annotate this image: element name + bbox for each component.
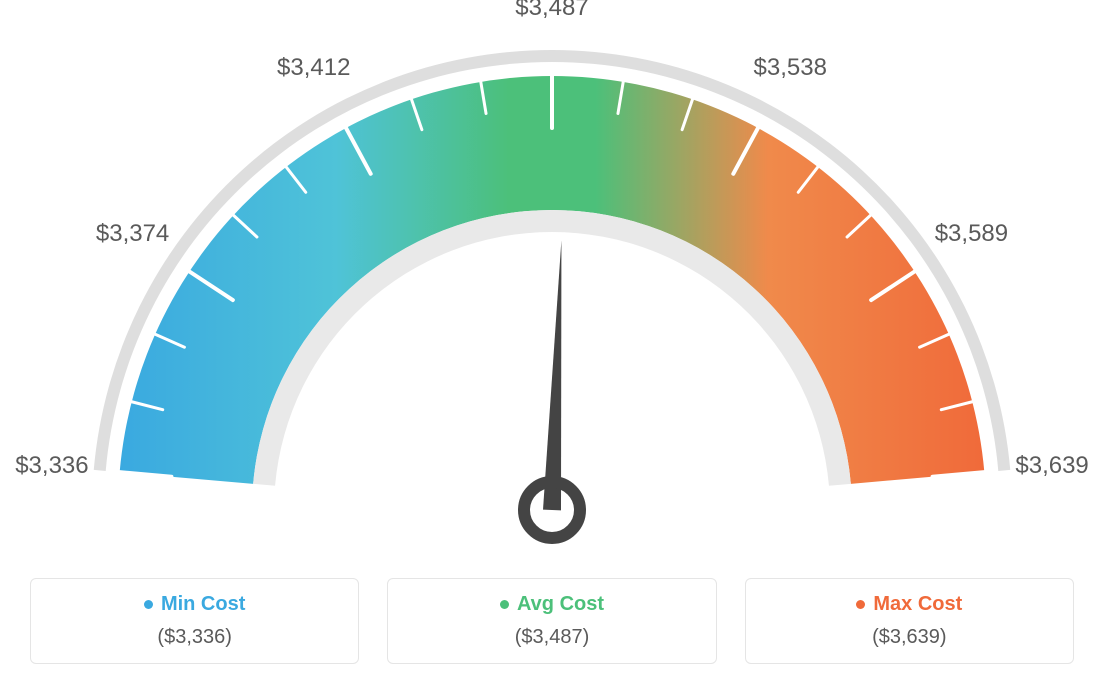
legend-card-max: Max Cost ($3,639) — [745, 578, 1074, 664]
legend-card-min: Min Cost ($3,336) — [30, 578, 359, 664]
legend-row: Min Cost ($3,336) Avg Cost ($3,487) Max … — [0, 570, 1104, 690]
legend-title-avg: Avg Cost — [517, 593, 604, 616]
legend-dot-avg — [500, 600, 509, 609]
gauge-tick-label: $3,487 — [515, 0, 588, 22]
gauge-tick-label: $3,589 — [935, 220, 1008, 248]
gauge-tick-label: $3,374 — [96, 220, 169, 248]
legend-value-min: ($3,336) — [41, 626, 348, 649]
legend-card-avg: Avg Cost ($3,487) — [387, 578, 716, 664]
gauge-tick-label: $3,412 — [277, 54, 350, 82]
legend-dot-max — [856, 600, 865, 609]
gauge-tick-label: $3,336 — [15, 452, 88, 480]
gauge-svg — [0, 0, 1104, 560]
legend-value-avg: ($3,487) — [398, 626, 705, 649]
legend-title-min: Min Cost — [161, 593, 245, 616]
gauge-tick-label: $3,639 — [1015, 452, 1088, 480]
gauge-chart: $3,336 $3,374 $3,412 $3,487 $3,538 $3,589 $3,6… — [0, 0, 1104, 560]
legend-dot-min — [144, 600, 153, 609]
legend-value-max: ($3,639) — [756, 626, 1063, 649]
legend-title-max: Max Cost — [873, 593, 962, 616]
cost-gauge-container: $3,336 $3,374 $3,412 $3,487 $3,538 $3,589 $3,6… — [0, 0, 1104, 690]
gauge-tick-label: $3,538 — [754, 54, 827, 82]
